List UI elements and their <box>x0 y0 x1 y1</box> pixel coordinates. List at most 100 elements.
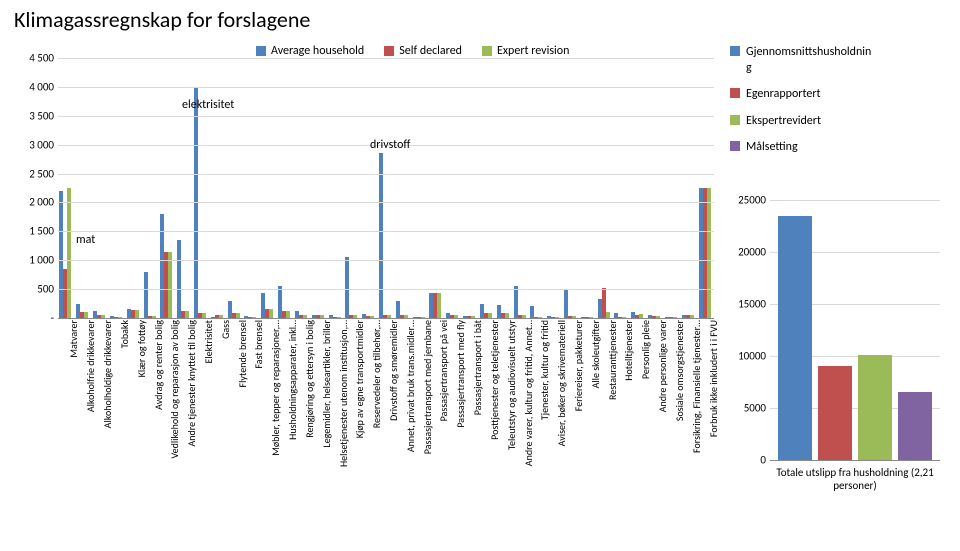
legend-label: Expert revision <box>497 44 569 58</box>
x-tick-label: Helsetjenester utenom institusjon,… <box>339 320 349 467</box>
bar <box>236 313 240 318</box>
gridline <box>58 231 714 232</box>
bar <box>656 316 660 318</box>
bar-group <box>93 58 107 318</box>
bar <box>639 314 643 318</box>
legend-label: Self declared <box>399 44 462 58</box>
legend-label: Gjennomsnittshusholdning <box>746 44 871 76</box>
bar-group <box>446 58 460 318</box>
x-axis-labels: MatvarerAlkoholfrie drikkevarerAlkoholho… <box>58 320 714 520</box>
x-tick-label: Hotelltjenester <box>624 320 634 381</box>
bar <box>370 316 374 318</box>
legend-label: Målsetting <box>746 139 798 155</box>
y-tick: 2 500 <box>14 167 54 180</box>
x-tick-label: Reservedeler og tilbehør,… <box>372 320 382 428</box>
x-tick-label: Avdrag og renter bolig <box>154 320 164 410</box>
x-tick-label: Elektrisitet <box>204 320 214 364</box>
y-tick: 3 500 <box>14 109 54 122</box>
side-y-tick: 5000 <box>730 402 766 415</box>
bar-group <box>312 58 326 318</box>
x-tick-label: Husholdningsapparater, inkl… <box>288 320 298 440</box>
bar <box>514 286 518 318</box>
bar <box>101 315 105 318</box>
annotation-elektrisitet: elektrisitet <box>182 98 234 112</box>
bar-group <box>379 58 393 318</box>
plot-area <box>58 58 714 319</box>
bar <box>303 315 307 318</box>
annotation-mat: mat <box>76 233 95 247</box>
legend-swatch <box>482 46 492 56</box>
y-tick: - <box>14 312 54 325</box>
bar-group <box>228 58 242 318</box>
gridline <box>58 116 714 117</box>
bar-group <box>463 58 477 318</box>
x-tick-label: Annet, privat bruk trans.midler… <box>406 320 416 452</box>
bar-group <box>429 58 443 318</box>
bar <box>589 317 593 318</box>
x-tick-label: Posttjenester og teletjenester <box>490 320 500 440</box>
side-y-tick: 0 <box>730 454 766 467</box>
bar-group <box>648 58 662 318</box>
bar-group <box>278 58 292 318</box>
gridline <box>58 58 714 59</box>
side-y-tick: 25000 <box>730 194 766 207</box>
x-tick-label: Rengjøring og ettersyn i bolig <box>305 320 315 438</box>
legend-label: Average household <box>271 44 364 58</box>
y-axis: -5001 0001 5002 0002 5003 0003 5004 0004… <box>14 58 58 318</box>
y-tick: 500 <box>14 283 54 296</box>
x-tick-label: Tobakk <box>120 320 130 348</box>
side-y-tick: 15000 <box>730 298 766 311</box>
legend-swatch <box>730 46 740 56</box>
bar <box>673 317 677 318</box>
side-bar <box>898 392 932 460</box>
x-tick-label: Gass <box>221 320 231 339</box>
bar-group <box>497 58 511 318</box>
x-tick-label: Møbler, tepper og reparasjoner,… <box>271 320 281 456</box>
side-y-axis: 0500010000150002000025000 <box>730 200 770 460</box>
bar <box>387 315 391 318</box>
bar <box>488 313 492 318</box>
x-tick-label: Personlig pleie <box>641 320 651 379</box>
x-tick-label: Sosiale omsorgstjenester <box>675 320 685 421</box>
page-title: Klimagassregnskap for forslagene <box>14 6 310 33</box>
bar <box>144 272 148 318</box>
side-bar <box>818 366 852 460</box>
bar-group <box>564 58 578 318</box>
bar <box>185 311 189 319</box>
bar-group <box>530 58 544 318</box>
y-tick: 1 500 <box>14 225 54 238</box>
bar <box>454 315 458 318</box>
bar-group <box>631 58 645 318</box>
bar <box>564 290 568 318</box>
bar <box>404 315 408 318</box>
x-tick-label: Forbruk ikke inkludert i i FVU <box>709 320 719 437</box>
side-y-tick: 10000 <box>730 350 766 363</box>
main-chart: -5001 0001 5002 0002 5003 0003 5004 0004… <box>14 58 714 366</box>
bar <box>177 240 181 318</box>
right-legend: Gjennomsnittshusholdning Egenrapportert … <box>730 44 958 165</box>
y-tick: 4 000 <box>14 80 54 93</box>
side-bar <box>858 355 892 460</box>
x-tick-label: Drivstoff og smøremidler <box>389 320 399 421</box>
x-tick-label: Legemidler, helseartikler, briller <box>322 320 332 448</box>
x-tick-label: Forsikring, Finansielle tjenester… <box>692 320 702 453</box>
bar <box>269 309 273 318</box>
bar <box>152 316 156 318</box>
x-tick-label: Kjøp av egne transportmidler <box>355 320 365 438</box>
x-tick-label: Passasjertransport med fly <box>456 320 466 428</box>
bar-group <box>699 58 713 318</box>
x-tick-label: Aviser, bøker og skrivemateriell <box>557 320 567 446</box>
gridline <box>58 87 714 88</box>
x-tick-label: Klær og fottøy <box>137 320 147 377</box>
bar-group <box>244 58 258 318</box>
y-tick: 2 000 <box>14 196 54 209</box>
bar <box>437 293 441 318</box>
bar <box>622 317 626 318</box>
main-legend: Average household Self declared Expert r… <box>256 44 569 58</box>
bar-group <box>362 58 376 318</box>
x-tick-label: Andre tjenester knyttet til bolig <box>187 320 197 447</box>
side-chart: 0500010000150002000025000 Totale utslipp… <box>730 200 948 520</box>
y-tick: 1 000 <box>14 254 54 267</box>
legend-swatch <box>384 46 394 56</box>
bar <box>345 257 349 318</box>
